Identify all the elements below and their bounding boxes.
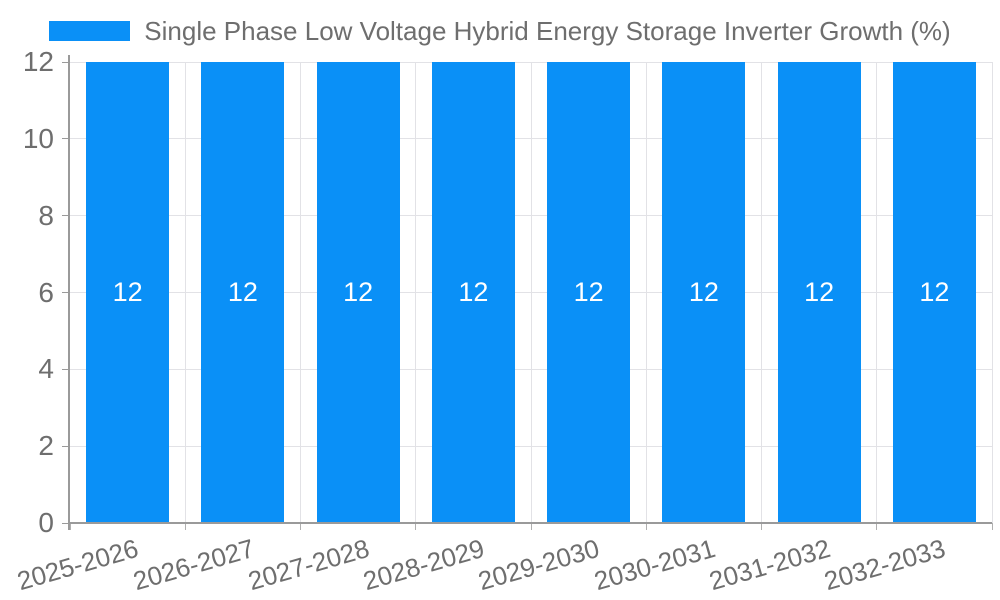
x-tick-label: 2032-2033 bbox=[820, 533, 949, 597]
y-tick bbox=[62, 61, 70, 63]
y-tick-label: 4 bbox=[38, 353, 54, 385]
bar[interactable]: 12 bbox=[316, 62, 400, 523]
x-tick bbox=[69, 523, 71, 530]
bar-value-label: 12 bbox=[688, 277, 719, 307]
bar[interactable]: 12 bbox=[201, 62, 285, 523]
x-tick-label: 2030-2031 bbox=[590, 533, 719, 597]
y-tick-label: 12 bbox=[22, 46, 54, 77]
y-tick-label: 0 bbox=[38, 507, 54, 538]
x-tick-label: 2025-2026 bbox=[14, 533, 142, 597]
x-gridline bbox=[876, 62, 878, 523]
y-tick bbox=[62, 138, 70, 140]
x-tick bbox=[645, 523, 647, 530]
bar-value-label: 12 bbox=[458, 277, 489, 307]
bar[interactable]: 12 bbox=[431, 62, 515, 523]
bar-value-label: 12 bbox=[227, 277, 258, 307]
x-tick-label: 2028-2029 bbox=[359, 533, 488, 597]
x-tick-label: 2029-2030 bbox=[475, 533, 603, 597]
x-gridline bbox=[530, 62, 532, 523]
bar[interactable]: 12 bbox=[662, 62, 746, 523]
x-gridline bbox=[415, 62, 417, 523]
bar-value-label: 12 bbox=[804, 277, 835, 307]
x-tick bbox=[184, 523, 186, 530]
bar-value-label: 12 bbox=[343, 277, 374, 307]
x-tick bbox=[761, 523, 762, 530]
bar[interactable]: 12 bbox=[86, 62, 170, 523]
y-tick bbox=[62, 522, 70, 524]
x-gridline bbox=[184, 62, 186, 523]
x-gridline bbox=[991, 62, 993, 523]
legend-label[interactable]: Single Phase Low Voltage Hybrid Energy S… bbox=[144, 16, 951, 46]
y-tick-label: 2 bbox=[38, 430, 54, 462]
y-tick bbox=[62, 215, 70, 217]
bar[interactable]: 12 bbox=[892, 62, 976, 523]
legend: Single Phase Low Voltage Hybrid Energy S… bbox=[0, 16, 1000, 46]
bar-value-label: 12 bbox=[573, 277, 604, 307]
x-gridline bbox=[300, 62, 301, 523]
bar[interactable]: 12 bbox=[547, 62, 631, 523]
bar-value-label: 12 bbox=[919, 277, 950, 307]
legend-swatch[interactable] bbox=[49, 21, 131, 41]
y-tick bbox=[62, 368, 70, 370]
y-tick bbox=[62, 445, 70, 447]
y-axis-line bbox=[68, 55, 70, 530]
x-tick bbox=[300, 523, 301, 530]
x-tick bbox=[530, 523, 532, 530]
x-tick bbox=[876, 523, 878, 530]
y-tick-label: 10 bbox=[22, 122, 54, 154]
x-axis-line bbox=[68, 522, 992, 524]
x-tick bbox=[991, 523, 993, 530]
bar[interactable]: 12 bbox=[777, 62, 861, 523]
x-gridline bbox=[645, 62, 647, 523]
x-tick bbox=[415, 523, 417, 530]
bar-value-label: 12 bbox=[112, 277, 143, 307]
y-tick-label: 8 bbox=[38, 199, 54, 231]
x-tick-label: 2027-2028 bbox=[244, 533, 373, 597]
y-tick bbox=[62, 292, 70, 293]
x-tick-label: 2031-2032 bbox=[705, 533, 834, 597]
x-gridline bbox=[761, 62, 762, 523]
y-tick-label: 6 bbox=[38, 276, 54, 308]
x-tick-label: 2026-2027 bbox=[129, 533, 258, 597]
